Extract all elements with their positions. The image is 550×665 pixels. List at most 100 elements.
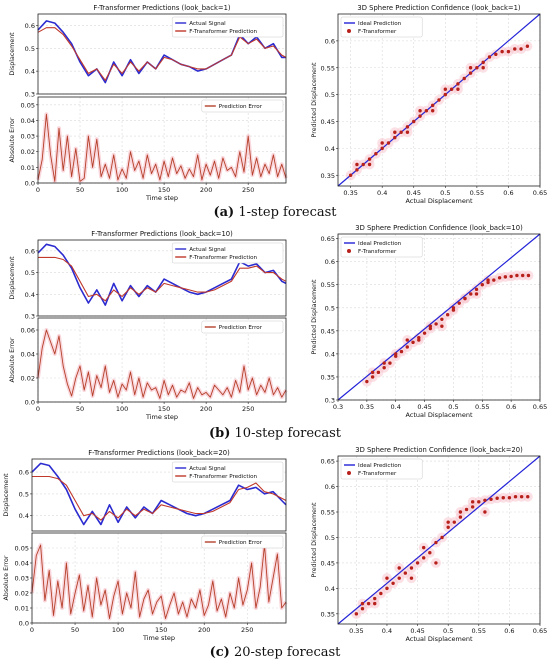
scatter-point (440, 324, 444, 328)
x-tick-label: 0.35 (349, 627, 363, 635)
y-tick-label: 0.3 (325, 397, 335, 405)
y-tick-label: 0.55 (321, 281, 335, 289)
caption-label: (c) (209, 645, 230, 660)
y-tick-label: 0.4 (25, 291, 35, 299)
x-tick-label: 0 (36, 186, 40, 194)
scatter-point (373, 601, 377, 606)
scatter-point (405, 130, 410, 134)
y-tick-label: 0.02 (21, 375, 35, 383)
y-tick-label: 0.01 (21, 164, 35, 172)
x-tick-label: 0.55 (470, 189, 484, 197)
x-tick-label: 0.45 (410, 627, 424, 635)
scatter-point (503, 275, 508, 279)
y-axis-label: Predicted Displacement (311, 502, 318, 577)
legend-label: Actual Signal (189, 21, 226, 27)
scatter-point (421, 545, 426, 550)
y-tick-label: 0.5 (325, 304, 335, 312)
scatter-point (361, 162, 365, 167)
axes-frame (337, 13, 541, 187)
x-tick-label: 200 (198, 626, 210, 634)
scatter-point (458, 515, 463, 519)
scatter-point (463, 296, 467, 301)
scatter-point (376, 370, 381, 375)
scatter-point (405, 345, 409, 349)
scatter-point (440, 317, 444, 322)
scatter-point (428, 324, 433, 328)
x-tick-label: 0 (30, 626, 34, 634)
x-tick-label: 150 (158, 405, 170, 413)
prediction-line (38, 256, 287, 302)
error-line (37, 113, 287, 182)
caption-label: (b) (209, 426, 231, 441)
scatter-point (388, 361, 392, 365)
scatter-point (385, 576, 389, 580)
x-tick-label: 200 (200, 405, 212, 413)
x-tick-label: 0.55 (472, 627, 486, 635)
legend-box (171, 242, 284, 264)
scatter-point (446, 520, 450, 524)
y-tick-label: 0.0 (25, 180, 35, 188)
prediction-line (32, 475, 287, 521)
axes-frame (337, 455, 541, 625)
y-tick-label: 0.5 (25, 269, 35, 277)
legend-marker (347, 29, 351, 33)
y-axis-label: Predicted Displacement (311, 62, 318, 137)
scatter-point (500, 49, 504, 54)
scatter-point (509, 274, 513, 279)
scatter-point (417, 338, 421, 342)
x-tick-label: 0.65 (533, 627, 547, 635)
scatter-point (468, 66, 473, 70)
x-tick-label: 0.65 (533, 189, 547, 197)
y-tick-label: 0.3 (25, 313, 35, 321)
scatter-point (452, 520, 457, 524)
caption-text: 10-step forecast (230, 426, 341, 441)
scatter-point (434, 561, 438, 565)
x-axis-label: Time step (145, 194, 178, 202)
chart-title: F-Transformer Predictions (look_back=20) (88, 449, 230, 457)
y-tick-label: 0.45 (321, 118, 335, 126)
scatter-point (443, 87, 448, 91)
error-line (37, 329, 287, 399)
axes-frame (37, 96, 287, 184)
actual-signal-line (37, 243, 287, 306)
y-axis-label: Absolute Error (9, 337, 16, 382)
scatter-point (464, 507, 469, 512)
chart-title: F-Transformer Predictions (look_back=10) (91, 230, 233, 238)
scatter-point (495, 496, 499, 500)
legend-label: Prediction Error (219, 325, 263, 331)
x-axis-label: Actual Displacement (405, 197, 473, 205)
scatter-point (519, 495, 524, 499)
scatter-point (445, 312, 450, 317)
scatter-point (446, 525, 450, 529)
scatter-point (422, 331, 427, 335)
legend-label: Prediction Error (219, 104, 263, 110)
scatter-point (483, 498, 487, 502)
scatter-point (477, 500, 481, 504)
legend-label: Ideal Prediction (358, 21, 402, 27)
scatter-point (513, 495, 518, 499)
y-tick-label: 0.6 (19, 469, 29, 477)
scatter-point (489, 497, 493, 501)
y-tick-label: 0.4 (25, 68, 35, 76)
scatter-point (507, 496, 512, 500)
y-tick-label: 0.55 (321, 509, 335, 517)
x-tick-label: 200 (200, 186, 212, 194)
y-tick-label: 0.4 (325, 145, 335, 153)
x-tick-label: 0.5 (440, 189, 450, 197)
scatter-point (360, 601, 365, 606)
legend-box (201, 99, 284, 113)
y-tick-label: 0.6 (25, 22, 35, 30)
y-tick-label: 0.65 (321, 458, 335, 466)
scatter-point (374, 152, 378, 156)
scatter-point (443, 92, 448, 97)
scatter-point (480, 283, 484, 287)
x-axis-label: Actual Displacement (405, 635, 473, 643)
scatter-point (506, 49, 511, 54)
y-tick-label: 0.6 (325, 258, 335, 266)
scatter-point (470, 505, 475, 509)
scatter-point (520, 273, 525, 278)
scatter-point (421, 556, 426, 560)
scatter-point (382, 361, 386, 365)
legend-box (171, 16, 284, 38)
scatter-point (515, 273, 519, 278)
